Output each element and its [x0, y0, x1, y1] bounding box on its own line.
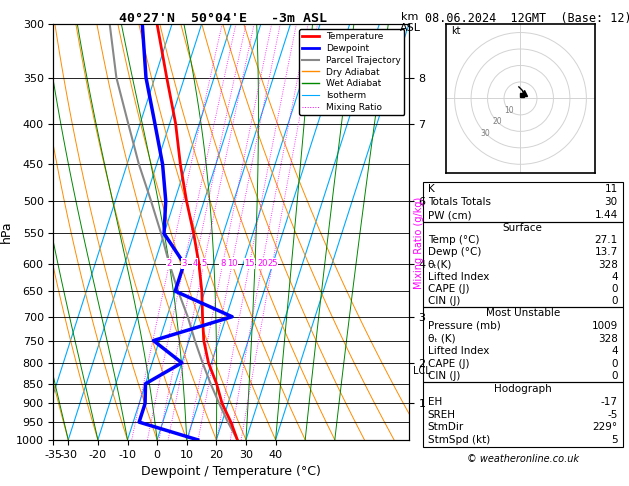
Text: Most Unstable: Most Unstable: [486, 309, 560, 318]
Text: CAPE (J): CAPE (J): [428, 359, 469, 369]
Text: 5: 5: [611, 435, 618, 445]
Text: 25: 25: [267, 259, 278, 268]
Text: Lifted Index: Lifted Index: [428, 346, 489, 356]
Text: 10: 10: [504, 105, 514, 115]
Text: 11: 11: [604, 184, 618, 194]
Text: Mixing Ratio (g/kg): Mixing Ratio (g/kg): [414, 197, 424, 289]
Text: θₜ (K): θₜ (K): [428, 333, 455, 344]
Text: CIN (J): CIN (J): [428, 296, 460, 306]
Text: CAPE (J): CAPE (J): [428, 284, 469, 294]
Text: CIN (J): CIN (J): [428, 371, 460, 381]
Text: 2: 2: [167, 259, 172, 268]
Text: 30: 30: [604, 197, 618, 207]
Text: StmDir: StmDir: [428, 422, 464, 433]
Text: ASL: ASL: [399, 23, 421, 33]
Y-axis label: hPa: hPa: [0, 221, 13, 243]
Text: 27.1: 27.1: [594, 235, 618, 245]
Text: 30: 30: [481, 129, 490, 138]
Text: 229°: 229°: [593, 422, 618, 433]
Text: K: K: [428, 184, 435, 194]
Text: 10: 10: [227, 259, 237, 268]
Text: StmSpd (kt): StmSpd (kt): [428, 435, 490, 445]
Text: 1009: 1009: [591, 321, 618, 331]
Text: 3: 3: [182, 259, 187, 268]
Text: 1.44: 1.44: [594, 210, 618, 221]
Text: 8: 8: [220, 259, 225, 268]
Text: Temp (°C): Temp (°C): [428, 235, 479, 245]
Text: -17: -17: [601, 397, 618, 407]
Text: 4: 4: [611, 346, 618, 356]
Text: 15: 15: [244, 259, 255, 268]
Text: Surface: Surface: [503, 223, 543, 233]
Text: -5: -5: [608, 410, 618, 419]
Text: Hodograph: Hodograph: [494, 384, 552, 394]
Text: 20: 20: [257, 259, 267, 268]
Text: Lifted Index: Lifted Index: [428, 272, 489, 282]
Text: 13.7: 13.7: [594, 247, 618, 258]
Text: 4: 4: [192, 259, 198, 268]
X-axis label: Dewpoint / Temperature (°C): Dewpoint / Temperature (°C): [142, 465, 321, 478]
Text: 328: 328: [598, 260, 618, 270]
Legend: Temperature, Dewpoint, Parcel Trajectory, Dry Adiabat, Wet Adiabat, Isotherm, Mi: Temperature, Dewpoint, Parcel Trajectory…: [299, 29, 404, 115]
Text: © weatheronline.co.uk: © weatheronline.co.uk: [467, 454, 579, 464]
Text: 0: 0: [611, 359, 618, 369]
Text: θₜ(K): θₜ(K): [428, 260, 452, 270]
Text: SREH: SREH: [428, 410, 456, 419]
Text: Totals Totals: Totals Totals: [428, 197, 491, 207]
Text: EH: EH: [428, 397, 442, 407]
Text: 0: 0: [611, 371, 618, 381]
Text: PW (cm): PW (cm): [428, 210, 471, 221]
Text: 5: 5: [201, 259, 206, 268]
Text: 0: 0: [611, 296, 618, 306]
Text: LCL: LCL: [413, 366, 431, 376]
Text: Dewp (°C): Dewp (°C): [428, 247, 481, 258]
Text: Pressure (mb): Pressure (mb): [428, 321, 501, 331]
Text: 40°27'N  50°04'E   -3m ASL: 40°27'N 50°04'E -3m ASL: [120, 12, 327, 25]
Text: 4: 4: [611, 272, 618, 282]
Text: 0: 0: [611, 284, 618, 294]
Text: 328: 328: [598, 333, 618, 344]
Text: km: km: [401, 12, 419, 22]
Text: 20: 20: [493, 117, 502, 126]
Text: 08.06.2024  12GMT  (Base: 12): 08.06.2024 12GMT (Base: 12): [425, 12, 629, 25]
Text: kt: kt: [452, 26, 461, 36]
